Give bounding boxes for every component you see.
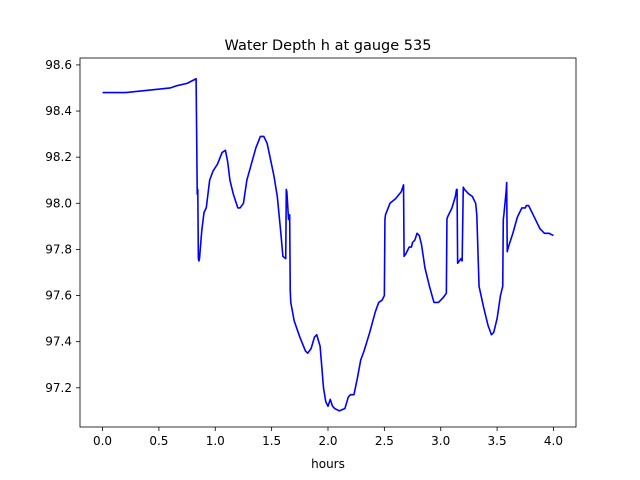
y-tick-label: 97.2: [45, 381, 72, 395]
y-tick-label: 97.6: [45, 289, 72, 303]
y-tick-label: 98.4: [45, 104, 72, 118]
chart-title: Water Depth h at gauge 535: [225, 38, 432, 54]
y-tick-label: 98.0: [45, 196, 72, 210]
y-tick-label: 97.8: [45, 242, 72, 256]
y-tick-label: 97.4: [45, 335, 72, 349]
series-line-0: [102, 77, 554, 412]
x-tick-label: 2.0: [318, 434, 337, 448]
y-tick-label: 98.2: [45, 150, 72, 164]
axes-frame: [79, 57, 577, 428]
x-tick-label: 3.0: [431, 434, 450, 448]
plot-area: [79, 57, 577, 428]
x-tick-label: 0.5: [149, 434, 168, 448]
y-axis: 97.2 97.4 97.6 97.8 98.0 98.2 98.4 98.6: [45, 58, 80, 395]
x-axis-label: hours: [311, 457, 345, 471]
x-tick-label: 4.0: [544, 434, 563, 448]
x-tick-label: 3.5: [488, 434, 507, 448]
x-tick-label: 0.0: [93, 434, 112, 448]
x-tick-label: 1.0: [206, 434, 225, 448]
x-tick-label: 1.5: [262, 434, 281, 448]
x-tick-label: 2.5: [375, 434, 394, 448]
y-tick-label: 98.6: [45, 58, 72, 72]
x-axis: 0.0 0.5 1.0 1.5 2.0 2.5 3.0 3.5 4.0: [93, 427, 563, 448]
